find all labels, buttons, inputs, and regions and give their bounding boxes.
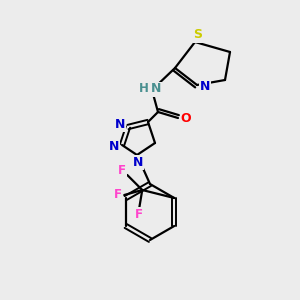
Text: S: S [194,28,202,41]
Text: H: H [139,82,149,95]
Text: F: F [118,164,126,178]
Text: F: F [114,188,122,202]
Text: N: N [133,155,143,169]
Text: F: F [135,208,143,220]
Text: N: N [115,118,125,130]
Text: O: O [181,112,191,124]
Text: N: N [151,82,161,95]
Text: N: N [200,80,210,94]
Text: N: N [109,140,119,154]
